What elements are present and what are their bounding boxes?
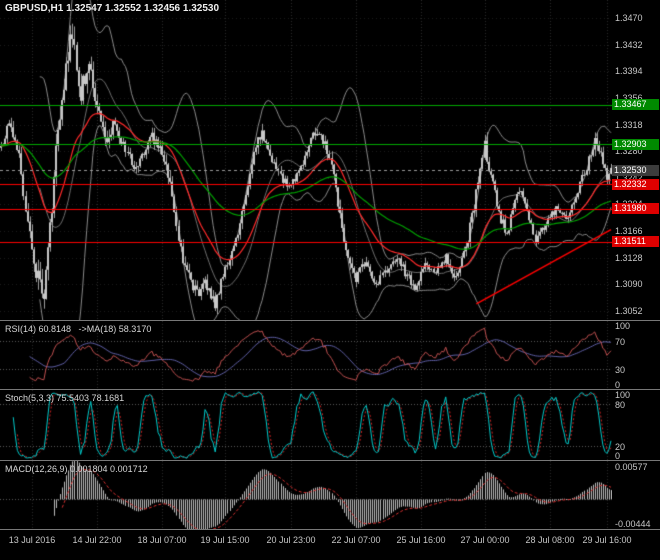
rsi-scale-label: 30: [615, 365, 626, 375]
price-chart-canvas[interactable]: [0, 0, 612, 320]
price-axis[interactable]: 1.3470 1.3432 1.3394 1.3356 1.3318 1.3280 1.32…: [612, 0, 660, 320]
macd-pane: 0.00577 -0.00444 MACD(12,26,9) 0.001804 0…: [0, 461, 660, 529]
macd-scale-label: 0.00577: [615, 462, 648, 472]
stochastic-label: Stoch(5,3,3) 75.5403 78.1681: [5, 393, 125, 403]
price-scale-label: 1.3166: [615, 226, 643, 236]
price-scale-label: 1.3090: [615, 279, 643, 289]
time-axis-label: 18 Jul 07:00: [137, 535, 187, 545]
pane-separator[interactable]: [0, 320, 660, 321]
stochastic-scale[interactable]: 100 80 20 0: [612, 390, 660, 461]
macd-canvas[interactable]: [0, 461, 612, 529]
rsi-pane: 100 70 30 0 RSI(14) 60.8148 ->MA(18) 58.317…: [0, 321, 660, 390]
time-axis-label: 19 Jul 15:00: [200, 535, 250, 545]
main-chart-pane: 1.3470 1.3432 1.3394 1.3356 1.3318 1.3280 1.32…: [0, 0, 660, 320]
time-axis-label: 29 Jul 16:00: [582, 535, 632, 545]
stochastic-canvas[interactable]: [0, 390, 612, 460]
time-axis-label: 25 Jul 16:00: [396, 535, 446, 545]
support-price-box: 1.31511: [612, 236, 659, 247]
price-scale-label: 1.3242: [615, 173, 643, 183]
pane-separator[interactable]: [0, 389, 660, 390]
rsi-scale[interactable]: 100 70 30 0: [612, 321, 660, 390]
pane-separator[interactable]: [0, 460, 660, 461]
time-axis-label: 13 Jul 2016: [8, 535, 56, 545]
stochastic-pane: 100 80 20 0 Stoch(5,3,3) 75.5403 78.1681: [0, 390, 660, 461]
chart-title: GBPUSD,H1 1.32547 1.32552 1.32456 1.3253…: [5, 3, 220, 14]
macd-label: MACD(12,26,9) 0.001804 0.001712: [5, 464, 148, 474]
stoch-scale-label: 20: [615, 442, 626, 452]
stoch-scale-label: 100: [615, 390, 631, 400]
time-axis-label: 27 Jul 00:00: [460, 535, 510, 545]
time-axis[interactable]: 13 Jul 2016 14 Jul 22:00 18 Jul 07:00 19 Ju…: [0, 530, 660, 560]
rsi-scale-label: 0: [615, 380, 621, 390]
rsi-canvas[interactable]: [0, 321, 612, 389]
price-scale-label: 1.3052: [615, 306, 643, 316]
stoch-scale-label: 0: [615, 451, 621, 461]
pane-separator[interactable]: [0, 529, 660, 530]
time-axis-label: 14 Jul 22:00: [72, 535, 122, 545]
rsi-label: RSI(14) 60.8148 ->MA(18) 58.3170: [5, 324, 152, 334]
price-scale-label: 1.3470: [615, 13, 643, 23]
support-price-box: 1.32332: [612, 179, 659, 190]
price-scale-label: 1.3356: [615, 93, 643, 103]
price-scale-label: 1.3432: [615, 40, 643, 50]
resistance-price-box: 1.32903: [612, 139, 659, 150]
time-axis-label: 20 Jul 23:00: [266, 535, 316, 545]
price-scale-label: 1.3318: [615, 120, 643, 130]
resistance-price-box: 1.33467: [612, 99, 659, 110]
rsi-scale-label: 100: [615, 321, 631, 331]
macd-scale[interactable]: 0.00577 -0.00444: [612, 461, 660, 529]
time-axis-label: 28 Jul 08:00: [525, 535, 575, 545]
bid-price-box: 1.32530: [612, 165, 659, 176]
time-axis-label: 22 Jul 07:00: [331, 535, 381, 545]
price-scale-label: 1.3280: [615, 146, 643, 156]
macd-scale-label: -0.00444: [615, 519, 651, 529]
price-scale-label: 1.3128: [615, 253, 643, 263]
stoch-scale-label: 80: [615, 400, 626, 410]
price-scale-label: 1.3394: [615, 66, 643, 76]
support-price-box: 1.31980: [612, 203, 659, 214]
rsi-scale-label: 70: [615, 337, 626, 347]
